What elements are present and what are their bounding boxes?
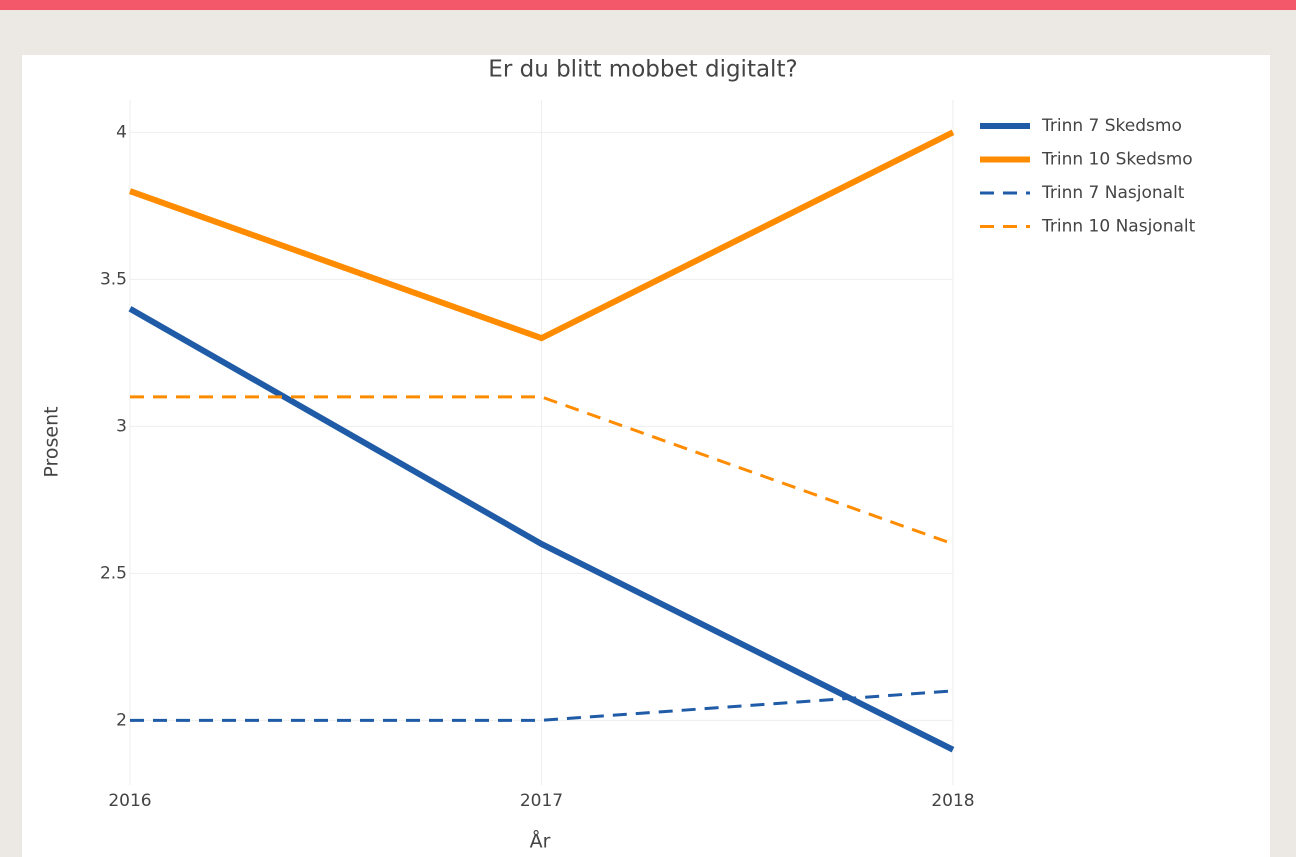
y-axis-label: Prosent (41, 406, 63, 477)
legend-label: Trinn 7 Skedsmo (1041, 116, 1182, 136)
legend-label: Trinn 10 Skedsmo (1041, 150, 1193, 170)
legend-label: Trinn 10 Nasjonalt (1041, 217, 1196, 237)
chart-panel (22, 55, 1270, 857)
x-tick-label: 2017 (520, 791, 563, 811)
x-tick-label: 2016 (108, 791, 151, 811)
chart-title: Er du blitt mobbet digitalt? (488, 57, 797, 83)
x-tick-label: 2018 (931, 791, 974, 811)
series-line (130, 395, 954, 546)
series-line (128, 306, 955, 753)
y-tick-label: 4 (116, 122, 127, 142)
y-tick-label: 2 (116, 710, 127, 730)
series-line (128, 129, 955, 342)
y-tick-label: 3.5 (100, 269, 127, 289)
top-bar (0, 0, 1296, 10)
x-axis-label: År (530, 830, 551, 853)
y-tick-label: 2.5 (100, 563, 127, 583)
y-tick-label: 3 (116, 416, 127, 436)
legend-label: Trinn 7 Nasjonalt (1041, 183, 1185, 203)
